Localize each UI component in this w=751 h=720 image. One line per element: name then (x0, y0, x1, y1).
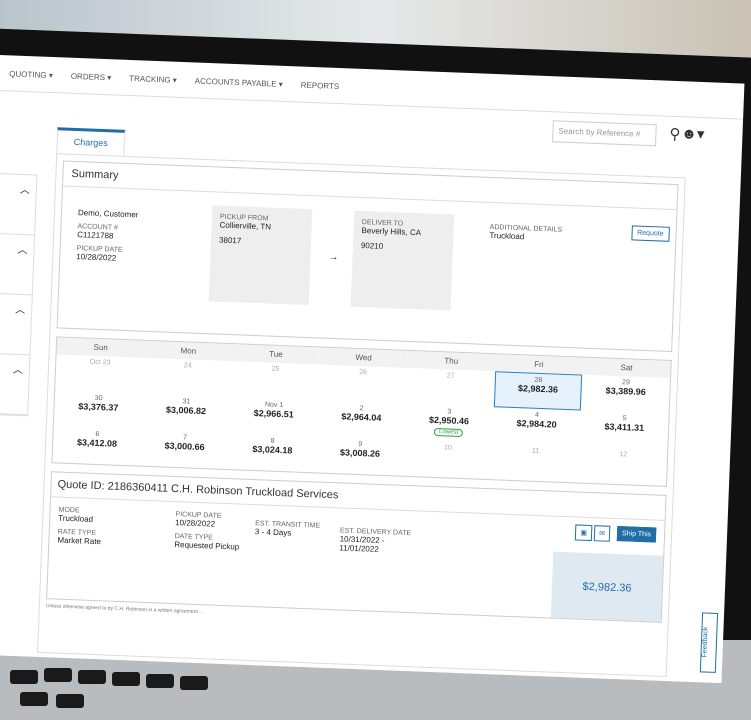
quote-transit: EST. TRANSIT TIME 3 - 4 Days (254, 520, 321, 544)
calendar-cell[interactable]: 30 $3,376.37 (54, 390, 143, 429)
quote-card: Quote ID: 2186360411 C.H. Robinson Truck… (46, 471, 667, 623)
calendar-date: 27 (446, 372, 455, 380)
nav-quoting[interactable]: QUOTING ▾ (9, 69, 54, 81)
pickup-date: 10/28/2022 (76, 252, 117, 263)
chevron-up-icon[interactable]: ︿ (0, 233, 35, 296)
account-number: C1121788 (76, 230, 114, 241)
calendar-price: $3,008.26 (339, 447, 381, 459)
calendar-cell[interactable]: 4 $2,984.20 (492, 407, 581, 446)
calendar-cell[interactable]: 6 $3,412.08 (52, 426, 141, 465)
calendar-price: $3,389.96 (605, 385, 646, 398)
pickup-from: PICKUP FROM Collierville, TN 38017 (208, 205, 313, 306)
calendar-price: $2,966.51 (253, 408, 294, 420)
calendar-cell[interactable]: Nov 1 $2,966.51 (229, 397, 318, 436)
email-icon[interactable]: ✉ (593, 525, 611, 542)
calendar-price: $3,376.37 (78, 401, 119, 413)
calendar-cell: 24 (143, 358, 232, 397)
nav-accounts-payable[interactable]: ACCOUNTS PAYABLE ▾ (194, 76, 283, 89)
chevron-up-icon[interactable]: ︿ (0, 293, 32, 356)
calendar-cell[interactable]: 31 $3,006.82 (141, 394, 230, 433)
pickup-city: Collierville, TN (219, 220, 272, 232)
nav-orders[interactable]: ORDERS ▾ (70, 71, 112, 83)
calendar-price: $3,411.31 (604, 421, 645, 433)
calendar-cell: 26 (318, 364, 407, 403)
calendar-cell[interactable]: 3 $2,950.46 Lowest (404, 404, 493, 443)
sidebar-collapsible-sections: ︿ ︿ ︿ ︿ (0, 172, 38, 417)
additional-details: ADDITIONAL DETAILS Truckload (479, 216, 643, 318)
calendar-price: $3,024.18 (252, 443, 293, 456)
search-icon[interactable]: ⚲ (669, 125, 681, 144)
quote-pickup-date: 10/28/2022 (175, 518, 216, 529)
charges-panel: Summary Demo, Customer ACCOUNT # C112178… (37, 153, 686, 678)
lowest-badge: Lowest (433, 427, 464, 438)
calendar-price: $2,950.46 (428, 414, 470, 427)
nav-tracking[interactable]: TRACKING ▾ (129, 73, 177, 85)
tab-charges[interactable]: Charges (56, 127, 126, 156)
customer-info: Demo, Customer ACCOUNT # C1121788 PICKUP… (67, 200, 171, 300)
calendar-date: Oct 23 (89, 358, 111, 367)
calendar-cell[interactable]: 29 $3,389.96 (581, 375, 670, 414)
delivery-end: 11/01/2022 (339, 543, 379, 554)
calendar-cell: 27 (406, 368, 495, 407)
date-type-value: Requested Pickup (174, 540, 240, 552)
search-input[interactable]: Search by Reference # (552, 120, 657, 147)
calendar-price: $3,412.08 (76, 437, 118, 449)
feedback-tab[interactable]: Feedback (699, 612, 719, 673)
calendar-date: 10 (443, 444, 452, 452)
app-screen: QUOTING ▾ ORDERS ▾ TRACKING ▾ ACCOUNTS P… (0, 55, 745, 684)
calendar-cell: 11 (491, 443, 580, 482)
calendar-price: $3,006.82 (165, 404, 207, 417)
calendar-cell[interactable]: 8 $3,024.18 (228, 433, 317, 472)
quote-price: $2,982.36 (550, 551, 664, 622)
calendar-cell[interactable]: 7 $3,000.66 (140, 430, 229, 469)
requote-button[interactable]: Requote (630, 225, 670, 242)
calendar-cell: 10 (403, 440, 492, 479)
calendar-price: $2,964.04 (341, 411, 382, 423)
deliver-zip: 90210 (360, 240, 384, 251)
calendar-price: $3,000.66 (164, 440, 205, 453)
calendar-cell[interactable]: 2 $2,964.04 (317, 400, 406, 439)
summary-card: Summary Demo, Customer ACCOUNT # C112178… (56, 160, 679, 353)
calendar-cell[interactable]: 9 $3,008.26 (315, 436, 404, 475)
chevron-up-icon[interactable]: ︿ (0, 353, 30, 416)
quote-pickup: PICKUP DATE 10/28/2022 DATE TYPE Request… (174, 511, 241, 557)
calendar-cell: 12 (578, 447, 667, 486)
pickup-zip: 38017 (218, 235, 242, 246)
calendar-date: 11 (531, 447, 540, 455)
quote-mode: MODE Truckload RATE TYPE Market Rate (57, 507, 102, 553)
deliver-city: Beverly Hills, CA (361, 226, 422, 238)
rate-type-value: Market Rate (57, 535, 102, 547)
calendar-date: 25 (271, 365, 280, 373)
quote-delivery: EST. DELIVERY DATE 10/31/2022 - 11/01/20… (339, 527, 411, 561)
calendar-cell: 25 (230, 361, 319, 400)
calendar-price: $2,984.20 (516, 418, 557, 430)
calendar-date: 24 (183, 362, 192, 370)
document-icon[interactable]: ▣ (575, 524, 593, 542)
arrow-right-icon: → (328, 251, 339, 264)
ship-this-button[interactable]: Ship This (616, 526, 657, 543)
calendar-cell[interactable]: 5 $3,411.31 (580, 411, 669, 450)
chevron-up-icon[interactable]: ︿ (0, 173, 37, 236)
mode-value: Truckload (58, 513, 94, 524)
calendar-cell[interactable]: 28 $2,982.36 (493, 371, 583, 411)
calendar-price: $2,982.36 (517, 383, 559, 395)
nav-reports[interactable]: REPORTS (300, 80, 340, 92)
deliver-to: DELIVER TO Beverly Hills, CA 90210 (350, 210, 455, 311)
rate-calendar: Sun Mon Tue Wed Thu Fri Sat Oct 23 24 25 26 27 28 $2,… (51, 336, 672, 487)
user-icon[interactable]: ☻▾ (680, 125, 705, 144)
calendar-cell: Oct 23 (55, 354, 144, 393)
customer-name: Demo, Customer (77, 208, 139, 220)
calendar-date: 26 (359, 369, 368, 377)
calendar-date: 12 (619, 451, 628, 459)
